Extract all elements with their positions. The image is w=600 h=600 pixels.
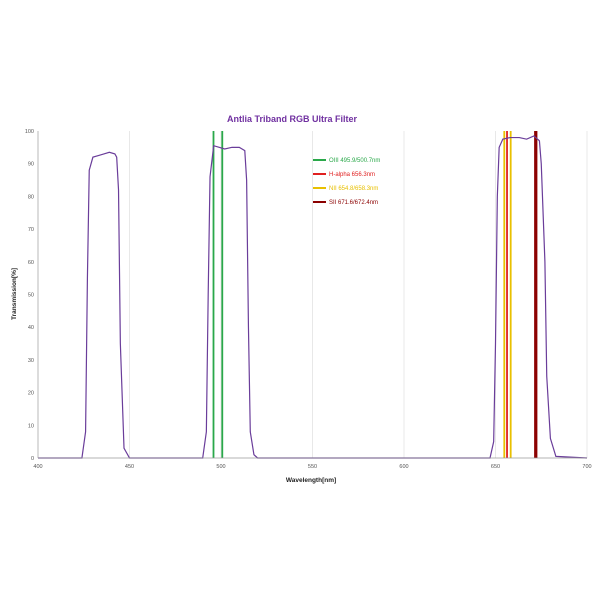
x-tick-label: 600 [399,464,408,470]
y-tick-labels: 0 10 20 30 40 50 60 70 80 90 100 [25,129,34,462]
y-tick-label: 70 [28,227,34,233]
y-tick-label: 90 [28,162,34,168]
legend-entry: H-alpha 656.3nm [329,172,375,178]
y-tick-label: 40 [28,325,34,331]
legend-entry: SII 671.6/672.4nm [329,200,378,206]
y-tick-label: 10 [28,423,34,429]
y-tick-label: 60 [28,260,34,266]
emission-lines [212,131,538,458]
y-tick-label: 20 [28,391,34,397]
transmission-curve [38,135,588,459]
y-tick-label: 100 [25,129,34,135]
x-tick-label: 450 [125,464,134,470]
x-axis-label: Wavelength[nm] [286,477,336,484]
chart-title: Antlia Triband RGB Ultra Filter [227,114,358,124]
legend-entry: OIII 495.9/500.7nm [329,158,380,164]
grid [129,131,588,458]
x-tick-label: 650 [491,464,500,470]
y-tick-label: 0 [31,456,34,462]
y-tick-label: 30 [28,358,34,364]
y-tick-label: 50 [28,293,34,299]
x-tick-label: 550 [308,464,317,470]
x-tick-label: 400 [33,464,42,470]
x-tick-label: 700 [582,464,591,470]
legend: OIII 495.9/500.7nm H-alpha 656.3nm NII 654… [313,158,380,206]
y-tick-label: 80 [28,194,34,200]
x-tick-label: 500 [216,464,225,470]
x-tick-labels: 400 450 500 550 600 650 700 [33,464,591,470]
y-axis-label: Transmission[%] [11,268,18,320]
axes [37,131,587,459]
legend-entry: NII 654.8/658.3nm [329,186,378,192]
